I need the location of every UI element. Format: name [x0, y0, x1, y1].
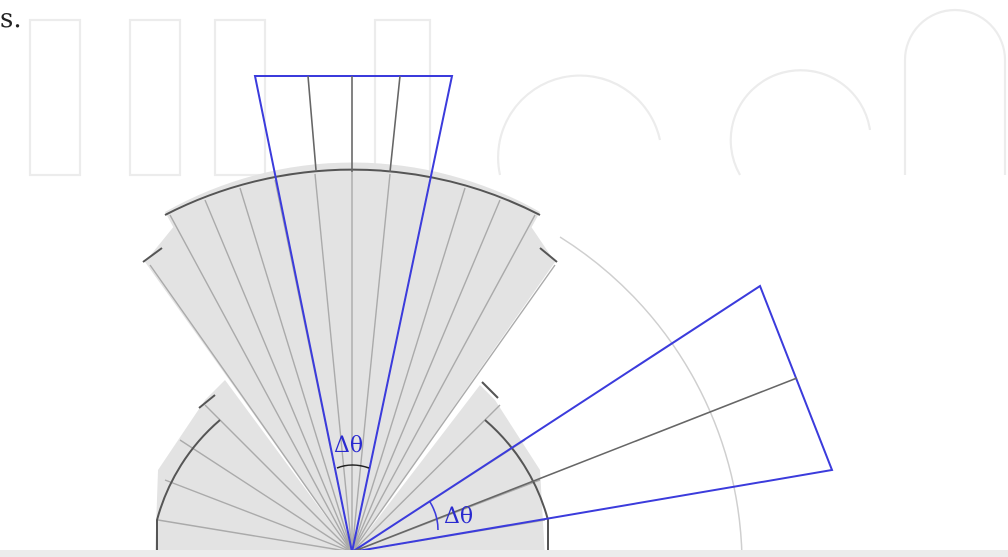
right-bin-inner-line: [351, 377, 798, 553]
sector-right-mid: [352, 220, 555, 552]
outer-reference-arc: [559, 236, 743, 557]
right-bin-angle-arc: [429, 501, 439, 531]
watermark-letter-2: [128, 18, 182, 177]
top-blue-bin: [253, 75, 454, 553]
rim-bottom-arc: [156, 419, 221, 557]
rim-right-lower: [481, 381, 499, 399]
fan-line: [351, 264, 556, 553]
fan-line: [239, 187, 353, 553]
rim-left-lower: [198, 394, 216, 409]
delta-theta-label-top: Δθ: [334, 433, 363, 458]
fan-line: [351, 199, 501, 553]
top-bin-outline: [253, 75, 454, 553]
rim-left-mid: [142, 247, 163, 263]
fan-line: [351, 173, 391, 553]
top-bin-inner-line: [389, 75, 401, 173]
bottom-baseline: [0, 550, 1008, 557]
fan-line: [351, 187, 466, 553]
fan-line: [351, 404, 501, 553]
fan-line: [204, 199, 353, 553]
fan-line: [169, 214, 353, 553]
watermark-letter-6: [729, 69, 872, 176]
delta-theta-label-right: Δθ: [444, 504, 473, 529]
watermark-letter-4: [373, 18, 432, 177]
sector-left-lower: [155, 380, 352, 557]
top-bin-angle-arc: [336, 464, 370, 469]
sector-right-lower: [352, 385, 545, 557]
page-fragment-text: s.: [0, 4, 22, 34]
sector-left-mid: [145, 220, 352, 552]
right-blue-bin: [351, 284, 834, 553]
rim-bottom-arc-right: [484, 419, 549, 557]
watermark-letter-5: [497, 74, 662, 176]
fan-line: [351, 214, 536, 553]
fan-line: [157, 519, 353, 553]
fan-line: [179, 439, 353, 553]
top-bin-inner-line: [307, 75, 317, 171]
watermark-letter-1: [28, 18, 82, 177]
fan-line: [314, 173, 353, 553]
fan-line: [204, 404, 353, 553]
rim-right-mid: [539, 247, 558, 263]
watermark-letter-7: [903, 8, 1007, 175]
fan-line: [149, 264, 353, 553]
watermark-logo: [28, 8, 1007, 177]
fan-line: [164, 479, 353, 553]
watermark-letter-3: [213, 18, 267, 177]
